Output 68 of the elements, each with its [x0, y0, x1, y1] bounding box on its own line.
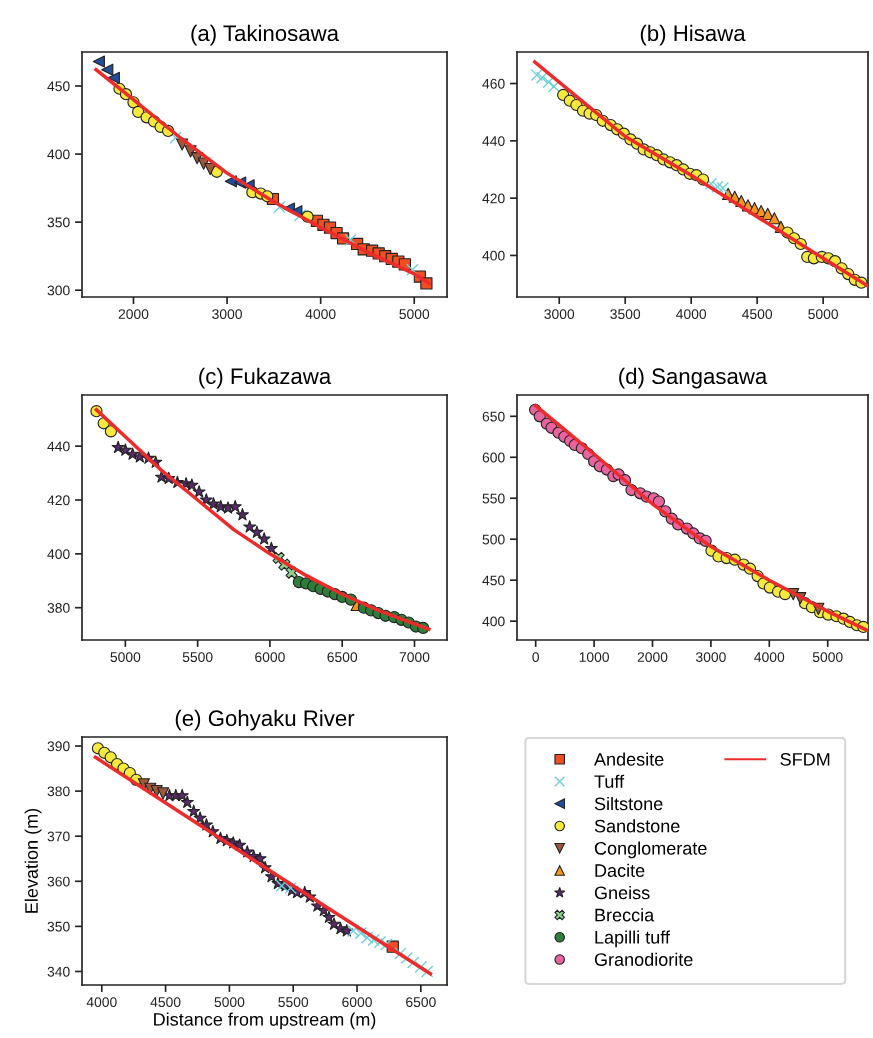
legend-label: Tuff — [594, 774, 625, 788]
x-tick-label: 5000 — [110, 652, 141, 663]
x-tick-label: 4000 — [754, 652, 785, 663]
x-tick-label: 3000 — [212, 309, 242, 320]
y-tick-label: 400 — [47, 149, 70, 160]
chart-title: (e) Gohyaku River — [175, 709, 355, 731]
y-tick-label: 460 — [482, 78, 505, 89]
legend-label: Dacite — [595, 863, 645, 877]
x-tick-label: 6000 — [342, 997, 372, 1008]
y-tick-label: 370 — [47, 831, 70, 842]
y-tick-label: 400 — [482, 616, 505, 627]
legend-label: Gneiss — [594, 885, 650, 900]
y-axis-title: Elevation (m) — [24, 808, 42, 913]
x-tick-label: 6000 — [255, 652, 285, 663]
x-tick-label: 5000 — [808, 309, 839, 320]
legend-label: Siltstone — [594, 796, 663, 811]
y-tick-label: 420 — [47, 495, 70, 506]
x-tick-label: 0 — [532, 652, 540, 663]
y-tick-label: 360 — [47, 876, 70, 887]
x-tick-label: 6500 — [406, 997, 436, 1008]
y-tick-label: 380 — [47, 603, 70, 613]
legend-label: Conglomerate — [594, 841, 707, 859]
y-tick-label: 340 — [47, 966, 70, 977]
x-tick-label: 3500 — [610, 309, 641, 320]
y-tick-label: 450 — [47, 81, 70, 92]
y-tick-label: 350 — [47, 217, 70, 228]
x-tick-label: 5000 — [399, 309, 430, 320]
y-tick-label: 450 — [482, 575, 505, 586]
x-tick-label: 4000 — [86, 997, 117, 1008]
y-tick-label: 380 — [47, 786, 70, 797]
x-tick-label: 6500 — [327, 652, 358, 663]
y-tick-label: 300 — [47, 285, 70, 296]
legend-label: SFDM — [780, 752, 830, 766]
x-tick-label: 4000 — [676, 309, 707, 320]
x-tick-label: 2000 — [637, 652, 668, 663]
x-tick-label: 2000 — [118, 309, 149, 320]
x-tick-label: 7000 — [399, 652, 430, 663]
x-tick-label: 5500 — [182, 652, 213, 663]
y-tick-label: 400 — [47, 549, 70, 560]
y-tick-label: 650 — [482, 411, 505, 422]
legend-label: Breccia — [595, 908, 655, 922]
x-axis-title: Distance from upstream (m) — [154, 1012, 376, 1030]
x-tick-label: 3000 — [695, 652, 726, 663]
y-tick-label: 440 — [482, 136, 505, 146]
x-tick-label: 5500 — [278, 997, 309, 1008]
y-tick-label: 420 — [482, 193, 505, 204]
x-tick-label: 1000 — [579, 652, 609, 663]
y-tick-label: 400 — [482, 250, 505, 261]
x-tick-label: 5000 — [214, 997, 245, 1008]
legend-label: Sandstone — [594, 819, 680, 833]
x-tick-label: 4500 — [150, 997, 181, 1008]
chart-title: (b) Hisawa — [640, 24, 746, 46]
x-tick-label: 4000 — [305, 309, 336, 320]
y-tick-label: 350 — [47, 921, 70, 932]
chart-title: (a) Takinosawa — [191, 24, 340, 46]
y-tick-label: 500 — [482, 534, 505, 545]
chart-title: (d) Sangasawa — [619, 367, 768, 389]
y-tick-label: 390 — [47, 741, 70, 752]
x-tick-label: 4500 — [742, 309, 773, 320]
y-tick-label: 550 — [482, 493, 505, 504]
legend-label: Lapilli tuff — [595, 930, 670, 948]
y-tick-label: 440 — [47, 441, 70, 452]
chart-title: (c) Fukazawa — [199, 367, 332, 389]
x-tick-label: 5000 — [812, 652, 843, 663]
legend-label: Andesite — [594, 752, 664, 766]
x-tick-label: 3000 — [544, 309, 575, 320]
legend-label: Granodiorite — [594, 952, 693, 966]
y-tick-label: 600 — [482, 452, 505, 463]
